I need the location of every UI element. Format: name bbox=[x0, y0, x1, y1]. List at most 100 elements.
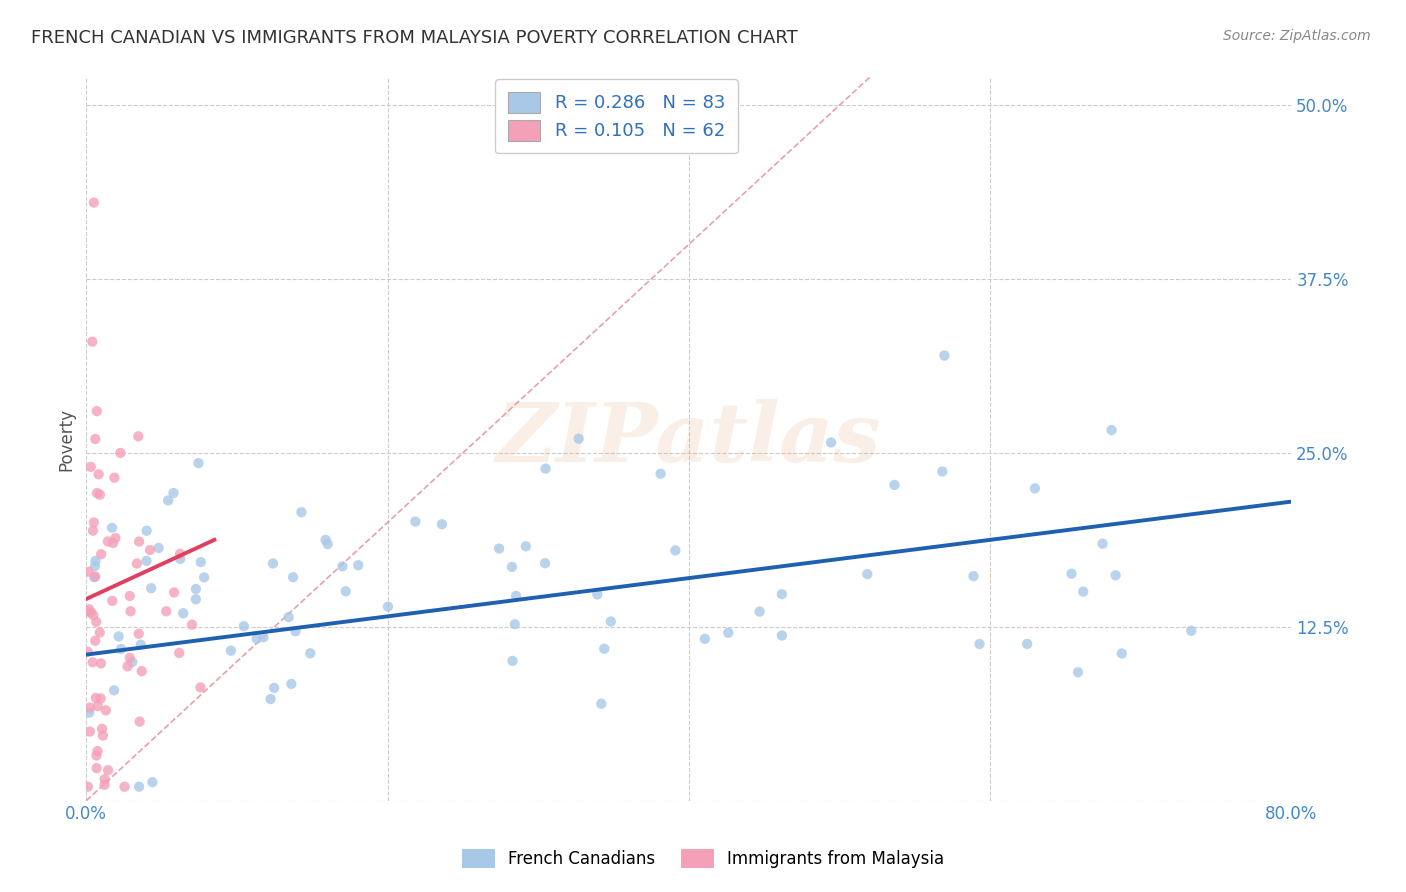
Point bbox=[820, 435, 842, 450]
Point bbox=[190, 555, 212, 569]
Point bbox=[1060, 566, 1083, 581]
Point bbox=[94, 703, 117, 717]
Point bbox=[90, 691, 112, 706]
Point bbox=[84, 554, 107, 568]
Legend: R = 0.286   N = 83, R = 0.105   N = 62: R = 0.286 N = 83, R = 0.105 N = 62 bbox=[495, 79, 738, 153]
Point bbox=[82, 524, 104, 538]
Point bbox=[103, 683, 125, 698]
Point bbox=[277, 610, 299, 624]
Point bbox=[101, 594, 124, 608]
Point bbox=[86, 404, 108, 418]
Point bbox=[121, 655, 143, 669]
Point bbox=[83, 570, 105, 584]
Point bbox=[162, 486, 184, 500]
Point bbox=[184, 592, 207, 607]
Point bbox=[502, 654, 524, 668]
Point bbox=[1180, 624, 1202, 638]
Point bbox=[593, 641, 616, 656]
Point bbox=[184, 582, 207, 596]
Point bbox=[1091, 537, 1114, 551]
Point bbox=[97, 534, 120, 549]
Point bbox=[148, 541, 170, 555]
Point bbox=[281, 570, 304, 584]
Point bbox=[157, 493, 180, 508]
Point bbox=[1017, 637, 1039, 651]
Point bbox=[129, 638, 152, 652]
Point bbox=[193, 570, 215, 584]
Point bbox=[84, 559, 107, 574]
Point bbox=[114, 780, 136, 794]
Point bbox=[84, 690, 107, 705]
Point bbox=[101, 536, 124, 550]
Point bbox=[79, 706, 101, 720]
Point bbox=[169, 552, 191, 566]
Point bbox=[181, 617, 204, 632]
Point bbox=[172, 607, 194, 621]
Point bbox=[155, 604, 177, 618]
Point bbox=[515, 539, 537, 553]
Point bbox=[76, 780, 98, 794]
Point bbox=[90, 657, 112, 671]
Point bbox=[86, 761, 108, 775]
Text: FRENCH CANADIAN VS IMMIGRANTS FROM MALAYSIA POVERTY CORRELATION CHART: FRENCH CANADIAN VS IMMIGRANTS FROM MALAY… bbox=[31, 29, 797, 47]
Point bbox=[252, 630, 274, 644]
Point bbox=[128, 534, 150, 549]
Point bbox=[127, 429, 149, 443]
Point bbox=[86, 748, 108, 763]
Point bbox=[80, 459, 103, 474]
Point bbox=[232, 619, 254, 633]
Y-axis label: Poverty: Poverty bbox=[58, 408, 75, 470]
Point bbox=[259, 692, 281, 706]
Point bbox=[316, 537, 339, 551]
Point bbox=[82, 334, 104, 349]
Point bbox=[534, 556, 557, 570]
Point bbox=[131, 664, 153, 678]
Point bbox=[332, 559, 354, 574]
Point bbox=[190, 681, 212, 695]
Point bbox=[76, 645, 98, 659]
Point bbox=[125, 557, 148, 571]
Point bbox=[430, 517, 453, 532]
Point bbox=[377, 599, 399, 614]
Point bbox=[262, 557, 284, 571]
Point bbox=[404, 515, 426, 529]
Point bbox=[1067, 665, 1090, 680]
Point bbox=[219, 643, 242, 657]
Point bbox=[717, 625, 740, 640]
Point bbox=[315, 533, 337, 547]
Point bbox=[84, 432, 107, 446]
Point bbox=[128, 626, 150, 640]
Point bbox=[86, 744, 108, 758]
Point bbox=[103, 471, 125, 485]
Point bbox=[962, 569, 984, 583]
Point bbox=[770, 587, 793, 601]
Point bbox=[934, 349, 956, 363]
Point bbox=[290, 505, 312, 519]
Point bbox=[83, 516, 105, 530]
Point bbox=[335, 584, 357, 599]
Point bbox=[135, 554, 157, 568]
Point bbox=[856, 567, 879, 582]
Point bbox=[89, 625, 111, 640]
Point bbox=[110, 642, 132, 657]
Point bbox=[599, 615, 621, 629]
Point bbox=[568, 432, 591, 446]
Point bbox=[693, 632, 716, 646]
Point bbox=[187, 456, 209, 470]
Point bbox=[246, 632, 269, 646]
Point bbox=[1071, 584, 1094, 599]
Point bbox=[82, 607, 104, 622]
Point bbox=[163, 585, 186, 599]
Text: Source: ZipAtlas.com: Source: ZipAtlas.com bbox=[1223, 29, 1371, 44]
Point bbox=[1104, 568, 1126, 582]
Point bbox=[169, 547, 191, 561]
Point bbox=[1111, 647, 1133, 661]
Point bbox=[141, 581, 163, 595]
Point bbox=[503, 617, 526, 632]
Point bbox=[120, 604, 142, 618]
Point bbox=[263, 681, 285, 695]
Point bbox=[1101, 423, 1123, 437]
Point bbox=[347, 558, 370, 573]
Point bbox=[118, 589, 141, 603]
Point bbox=[128, 714, 150, 729]
